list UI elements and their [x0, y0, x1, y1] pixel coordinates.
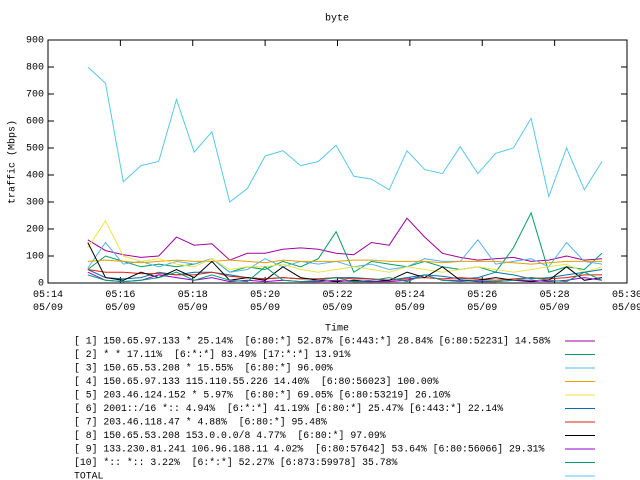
legend-label: [ 8] 150.65.53.208 153.0.0.0/8 4.77% [6:… — [74, 430, 386, 441]
y-tick-label: 400 — [26, 171, 44, 182]
series-line — [87, 66, 603, 203]
legend-label: [ 2] * * 17.11% [6:*:*] 83.49% [17:*:*] … — [74, 349, 350, 360]
legend-label: [10] *:: *:: 3.22% [6:*:*] 52.27% [6:873… — [74, 457, 397, 468]
plot-border — [47, 39, 628, 284]
x-tick-label: 05:16 05/09 — [105, 290, 136, 314]
x-axis-label: Time — [325, 323, 349, 335]
y-axis-label: traffic (Mbps) — [7, 120, 19, 204]
y-tick-label: 600 — [26, 117, 44, 128]
legend-label: TOTAL — [74, 471, 104, 480]
legend-label: [ 1] 150.65.97.133 * 25.14% [6:80:*] 52.… — [74, 336, 550, 347]
series-line — [87, 211, 603, 273]
chart-title: byte — [325, 13, 349, 25]
x-tick-label: 05:20 05/09 — [250, 290, 281, 314]
y-tick-label: 500 — [26, 144, 44, 155]
y-tick-label: 800 — [26, 63, 44, 74]
y-tick-label: 300 — [26, 198, 44, 209]
legend-label: [ 7] 203.46.118.47 * 4.88% [6:80:*] 95.4… — [74, 417, 327, 428]
y-tick-label: 100 — [26, 252, 44, 263]
legend-label: [ 3] 150.65.53.208 * 15.55% [6:80:*] 96.… — [74, 363, 333, 374]
y-tick-label: 700 — [26, 90, 44, 101]
x-tick-label: 05:14 05/09 — [32, 290, 63, 314]
series-line — [87, 259, 602, 265]
legend-label: [ 6] 2001::/16 *:: 4.94% [6:*:*] 41.19% … — [74, 403, 503, 414]
legend-label: [ 9] 133.230.81.241 106.96.188.11 4.02% … — [74, 444, 544, 455]
x-tick-label: 05:18 05/09 — [177, 290, 208, 314]
series-line — [87, 219, 603, 273]
y-tick-label: 0 — [38, 279, 44, 290]
x-tick-label: 05:26 05/09 — [467, 290, 498, 314]
legend-label: [ 5] 203.46.124.152 * 5.97% [6:80:*] 69.… — [74, 390, 450, 401]
series-line — [87, 217, 603, 262]
y-tick-label: 900 — [26, 36, 44, 47]
series-line — [87, 269, 602, 281]
y-tick-label: 200 — [26, 225, 44, 236]
x-tick-label: 05:28 05/09 — [539, 290, 570, 314]
series-line — [87, 266, 603, 283]
x-tick-label: 05:30 05/09 — [611, 290, 640, 314]
x-tick-label: 05:24 05/09 — [394, 290, 425, 314]
legend-label: [ 4] 150.65.97.133 115.110.55.226 14.40%… — [74, 376, 439, 387]
x-tick-label: 05:22 05/09 — [322, 290, 353, 314]
series-line — [87, 238, 603, 273]
